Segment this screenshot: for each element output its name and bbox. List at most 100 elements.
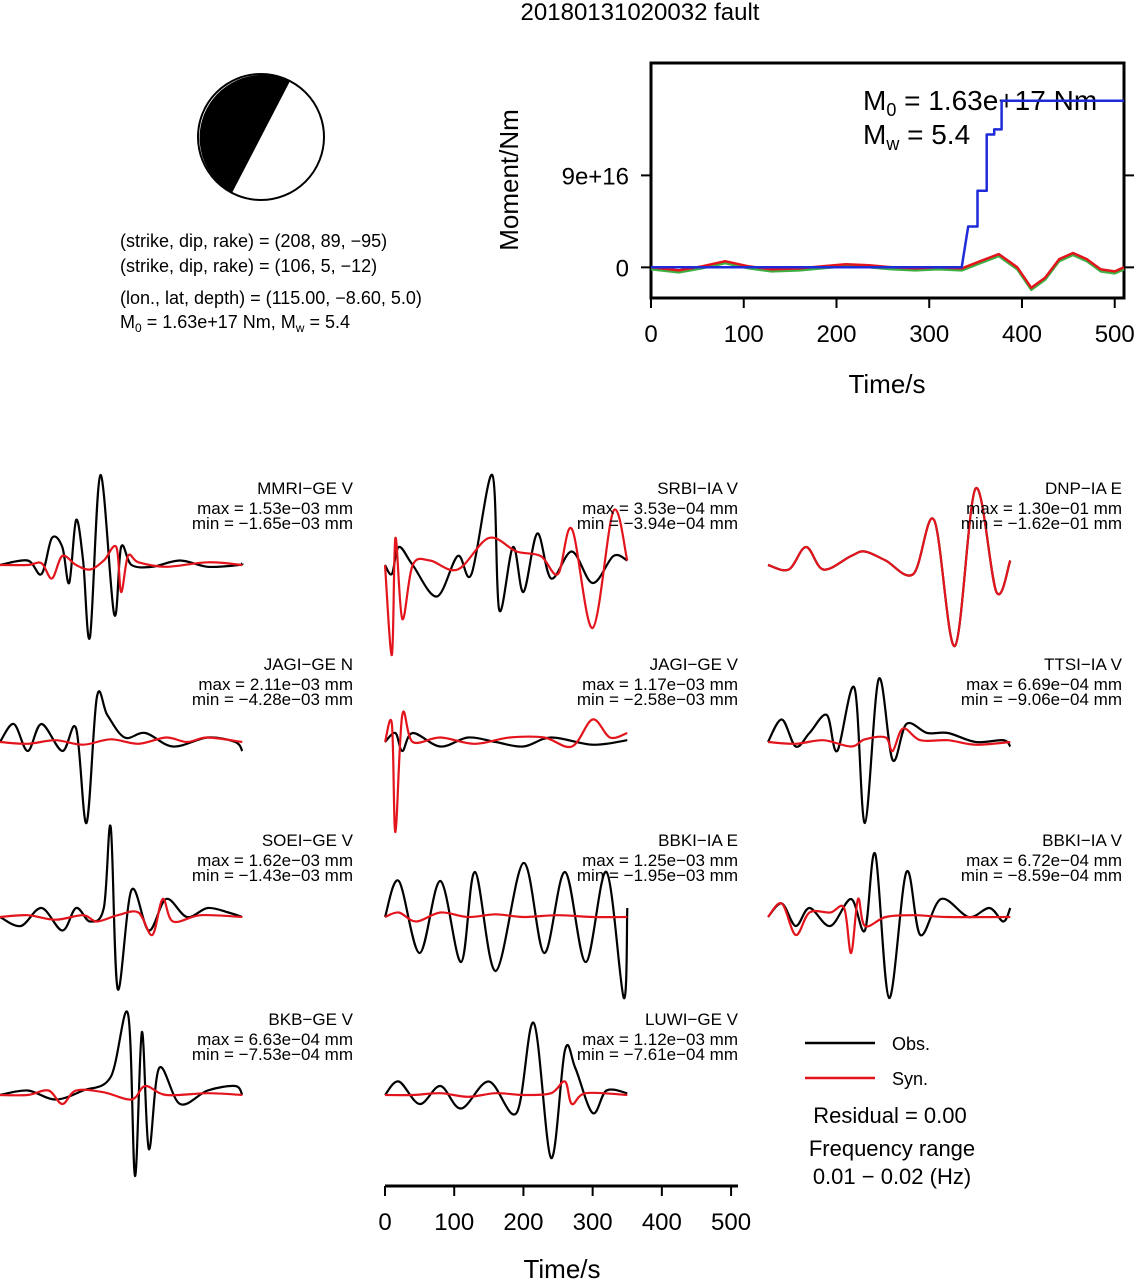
waveform-xtick-label-3: 300 [573, 1209, 613, 1236]
synthetic-trace [384, 911, 628, 923]
station-label: TTSI−IA V [1044, 655, 1123, 674]
waveform-xtick-label-4: 400 [642, 1209, 682, 1236]
station-label: JAGI−GE N [264, 655, 353, 674]
station-label: SOEI−GE V [262, 831, 354, 850]
event-info: (strike, dip, rake) = (208, 89, −95) (st… [120, 231, 422, 335]
moment-xtick-label-3: 300 [909, 321, 949, 348]
min-amplitude-label: min = −7.53e−04 mm [192, 1045, 353, 1064]
cumulative-moment-line [651, 99, 1124, 269]
station-label: DNP−IA E [1045, 479, 1122, 498]
max-amplitude-label: max = 1.25e−03 mm [582, 851, 738, 870]
synthetic-trace [767, 487, 1012, 648]
min-amplitude-label: min = −9.06e−04 mm [961, 690, 1122, 709]
synthetic-trace [0, 544, 243, 594]
synthetic-trace [383, 710, 628, 834]
observed-trace [767, 677, 1012, 825]
waveform-xtick-label-0: 0 [378, 1209, 391, 1236]
frequency-range-value: 0.01 − 0.02 (Hz) [813, 1164, 971, 1189]
synthetic-trace [384, 1080, 628, 1106]
max-amplitude-label: max = 6.69e−04 mm [966, 675, 1122, 694]
min-amplitude-label: min = −1.62e−01 mm [961, 514, 1122, 533]
synthetic-trace [383, 508, 629, 657]
frequency-range-label: Frequency range [809, 1136, 975, 1161]
moment-ytick-label-0: 9e+16 [562, 163, 629, 190]
station-label: BBKI−IA E [658, 831, 738, 850]
moment-chart-frame [649, 61, 1126, 300]
min-amplitude-label: min = −2.58e−03 mm [577, 690, 738, 709]
max-amplitude-label: max = 1.12e−03 mm [582, 1030, 738, 1049]
station-label: BKB−GE V [268, 1010, 353, 1029]
min-amplitude-label: min = −4.28e−03 mm [192, 690, 353, 709]
event-location: (lon., lat, depth) = (115.00, −8.60, 5.0… [120, 288, 422, 308]
figure-title: 20180131020032 fault [521, 0, 760, 26]
min-amplitude-label: min = −8.59e−04 mm [961, 866, 1122, 885]
station-label: LUWI−GE V [645, 1010, 739, 1029]
max-amplitude-label: max = 6.63e−04 mm [197, 1030, 353, 1049]
moment-m0-annotation: M0 = 1.63e+17 Nm [863, 85, 1097, 120]
nodal-plane-2: (strike, dip, rake) = (106, 5, −12) [120, 256, 377, 276]
waveform-xtick-label-1: 100 [434, 1209, 474, 1236]
synthetic-trace [767, 727, 1011, 753]
moment-ytick-label-1: 0 [616, 255, 629, 282]
max-amplitude-label: max = 1.62e−03 mm [197, 851, 353, 870]
max-amplitude-label: max = 3.53e−04 mm [582, 499, 738, 518]
station-label: SRBI−IA V [657, 479, 738, 498]
legend: Obs. Syn. [805, 1034, 930, 1089]
moment-rate-line-green [650, 253, 1125, 292]
beach-ball-compressional-quadrant [199, 74, 290, 193]
observed-trace [384, 473, 628, 613]
min-amplitude-label: min = −3.94e−04 mm [577, 514, 738, 533]
observed-trace [0, 473, 244, 640]
waveform-xaxis: Time/s 0 100 200 300 400 500 [378, 1184, 751, 1281]
synthetic-trace [0, 897, 243, 937]
max-amplitude-label: max = 2.11e−03 mm [198, 675, 353, 694]
observed-trace [384, 1021, 628, 1160]
observed-trace [0, 690, 244, 825]
legend-obs-label: Obs. [892, 1034, 930, 1054]
waveform-xlabel: Time/s [523, 1254, 600, 1281]
moment-ylabel: Moment/Nm [494, 109, 524, 251]
max-amplitude-label: max = 1.17e−03 mm [582, 675, 738, 694]
max-amplitude-label: max = 1.53e−03 mm [197, 499, 353, 518]
max-amplitude-label: max = 6.72e−04 mm [966, 851, 1122, 870]
event-magnitude: M0 = 1.63e+17 Nm, Mw = 5.4 [120, 312, 350, 335]
min-amplitude-label: min = −7.61e−04 mm [577, 1045, 738, 1064]
min-amplitude-label: min = −1.43e−03 mm [192, 866, 353, 885]
moment-xtick-label-4: 400 [1002, 321, 1042, 348]
observed-trace [383, 861, 629, 1000]
legend-syn-label: Syn. [892, 1069, 928, 1089]
beach-ball [197, 73, 325, 201]
station-label: JAGI−GE V [650, 655, 739, 674]
moment-xtick-label-1: 100 [724, 321, 764, 348]
moment-xtick-label-5: 500 [1095, 321, 1135, 348]
station-label: MMRI−GE V [257, 479, 354, 498]
moment-xtick-label-0: 0 [644, 321, 657, 348]
min-amplitude-label: min = −1.95e−03 mm [577, 866, 738, 885]
moment-xtick-label-2: 200 [816, 321, 856, 348]
residual-label: Residual = 0.00 [813, 1103, 967, 1128]
waveform-xtick-label-5: 500 [711, 1209, 751, 1236]
synthetic-trace [0, 1084, 243, 1106]
max-amplitude-label: max = 1.30e−01 mm [966, 499, 1122, 518]
synthetic-trace [0, 736, 243, 746]
waveform-xtick-label-2: 200 [503, 1209, 543, 1236]
nodal-plane-1: (strike, dip, rake) = (208, 89, −95) [120, 231, 387, 251]
synthetic-trace [767, 897, 1011, 955]
moment-mw-annotation: Mw = 5.4 [863, 119, 970, 154]
station-label: BBKI−IA V [1042, 831, 1123, 850]
moment-chart: Moment/Nm Time/s M0 = 1.63e+17 Nm Mw = 5… [494, 61, 1135, 399]
min-amplitude-label: min = −1.65e−03 mm [192, 514, 353, 533]
